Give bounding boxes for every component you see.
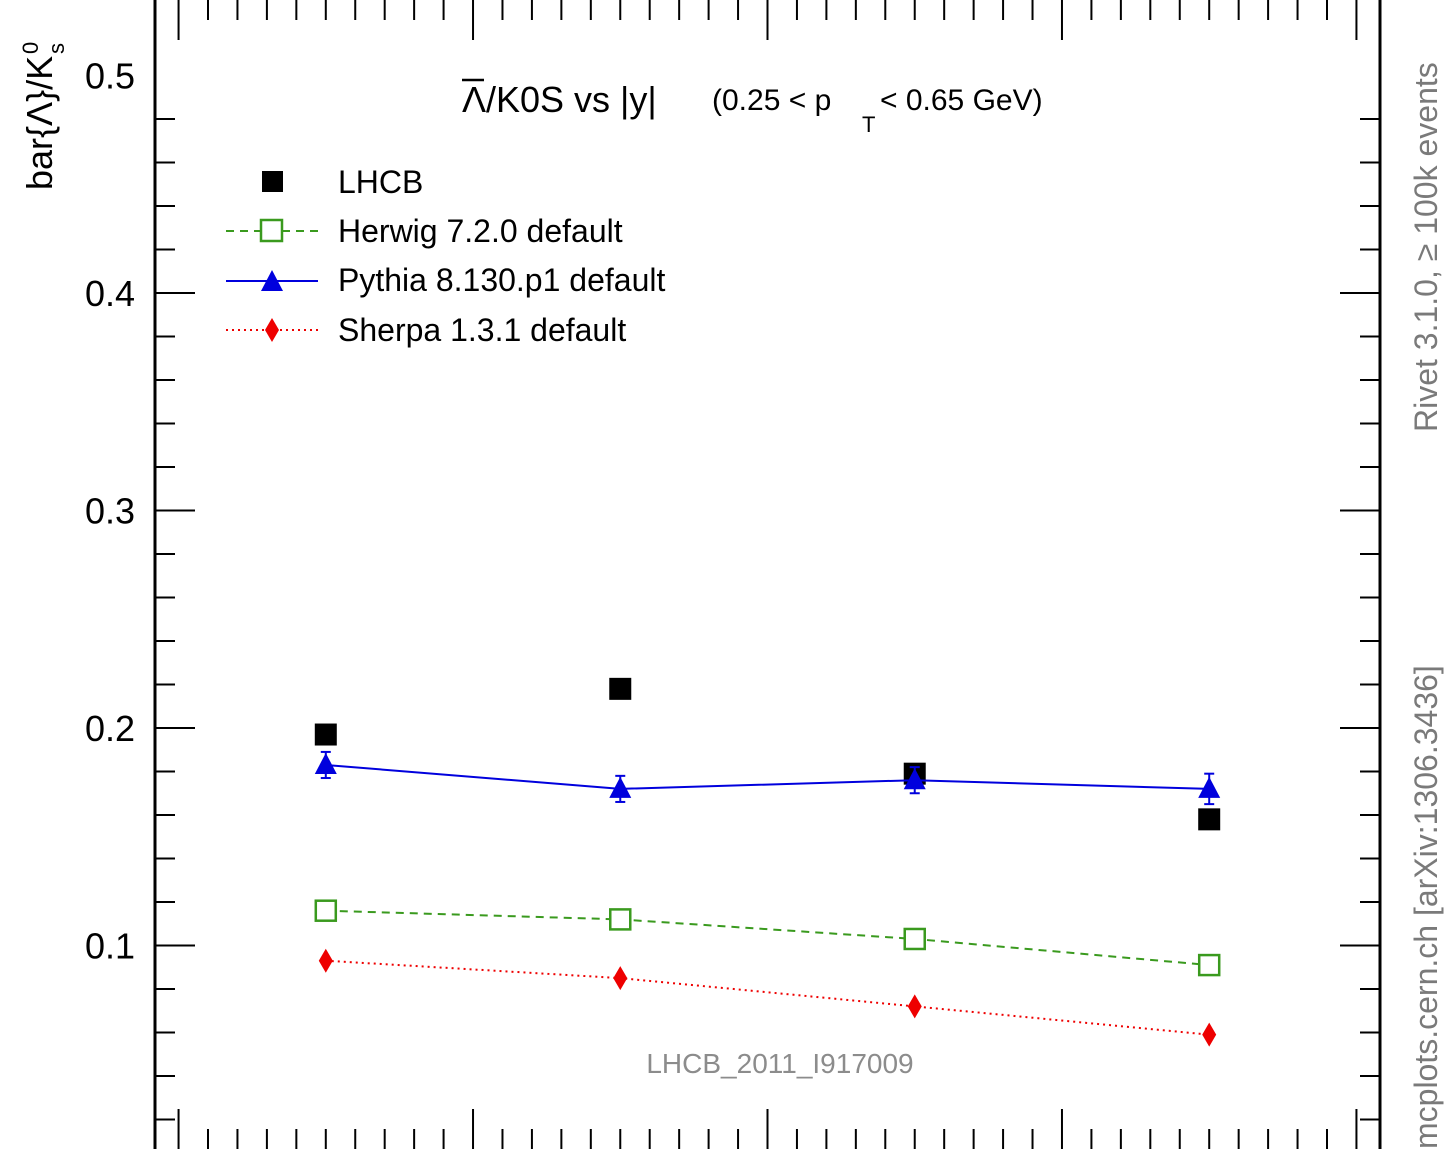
series-line [325, 763, 1210, 790]
data-point [318, 948, 333, 973]
title-lambda: Λ [462, 79, 486, 120]
data-point [903, 927, 926, 951]
legend: LHCB Herwig 7.2.0 default Pythia 8.130.p… [226, 164, 665, 348]
data-point [609, 677, 632, 700]
legend-marker-sherpa [265, 318, 279, 342]
data-point [903, 768, 926, 790]
series-herwig [314, 899, 1221, 977]
data-point [609, 908, 632, 931]
legend-label-pythia: Pythia 8.130.p1 default [338, 262, 665, 298]
y-tick-label: 0.2 [85, 708, 135, 749]
series-lhcb [314, 677, 1221, 831]
data-point [1198, 808, 1221, 831]
data-point [907, 994, 922, 1019]
series-sherpa [318, 948, 1217, 1047]
data-point [613, 966, 628, 991]
data-point [1198, 776, 1221, 798]
y-axis-label-sub: s [44, 43, 69, 54]
mcplots-credit-text: mcplots.cern.ch [arXiv:1306.3436] [1408, 665, 1444, 1149]
series-pythia [314, 750, 1221, 806]
title-main-text: /K0S vs |y| [486, 79, 657, 120]
y-tick-label: 0.1 [85, 926, 135, 967]
legend-label-herwig: Herwig 7.2.0 default [338, 213, 623, 249]
legend-marker-lhcb [262, 171, 283, 192]
data-point [314, 899, 338, 922]
data-point [609, 776, 632, 798]
title-range-open: (0.25 < p [712, 84, 831, 117]
chart-title: Λ /K0S vs |y| (0.25 < p T < 0.65 GeV) [462, 78, 1043, 137]
y-axis-label-sup: 0 [18, 42, 43, 54]
legend-marker-pythia [261, 270, 283, 291]
data-point [314, 723, 337, 746]
series-layer [314, 677, 1221, 1047]
axis-ticks [155, 0, 1380, 1149]
legend-label-sherpa: Sherpa 1.3.1 default [338, 312, 626, 348]
plot-frame [153, 0, 1382, 1149]
y-tick-label: 0.4 [85, 273, 135, 314]
y-tick-label: 0.5 [85, 56, 135, 97]
data-point [1202, 1022, 1217, 1047]
analysis-watermark: LHCB_2011_I917009 [646, 1048, 913, 1079]
title-range-close: < 0.65 GeV) [880, 84, 1043, 117]
series-line [325, 959, 1210, 1036]
legend-label-lhcb: LHCB [338, 164, 423, 200]
y-tick-labels: 0.1 0.2 0.3 0.4 0.5 [85, 56, 135, 967]
rivet-version-text: Rivet 3.1.0, ≥ 100k events [1408, 62, 1444, 432]
series-line [325, 909, 1210, 967]
data-point [1197, 953, 1221, 977]
title-range-sub: T [862, 112, 875, 137]
y-axis-label-main: bar{Λ}/K [19, 56, 60, 190]
y-axis-label: bar{Λ}/K 0 s [18, 42, 69, 190]
legend-marker-herwig [259, 218, 284, 243]
data-point [314, 752, 337, 774]
y-tick-label: 0.3 [85, 491, 135, 532]
